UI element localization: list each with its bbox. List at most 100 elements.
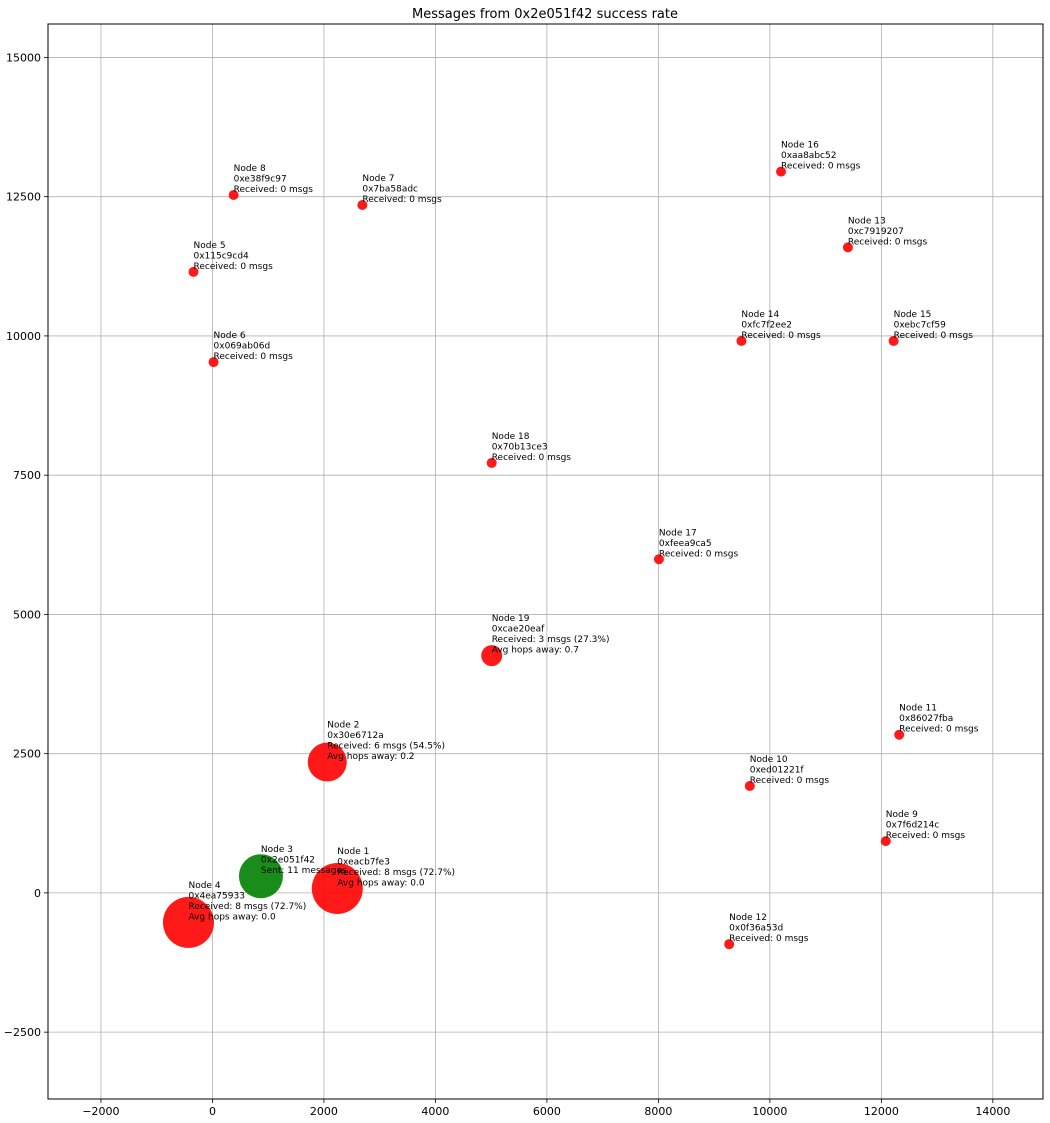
node-15-marker (888, 335, 899, 346)
node-9-label-line: Node 9 (886, 810, 918, 820)
node-9-label-line: Received: 0 msgs (886, 831, 966, 841)
node-4-label-line: Received: 8 msgs (72.7%) (188, 902, 306, 912)
x-tick-label: 4000 (421, 1105, 449, 1118)
node-17-label-line: Received: 0 msgs (659, 549, 739, 559)
y-tick-label: 5000 (13, 608, 41, 621)
node-9-label-line: 0x7f6d214c (886, 821, 940, 831)
node-19-label-line: Received: 3 msgs (27.3%) (492, 635, 610, 645)
node-6-marker (208, 357, 219, 368)
node-1-label-line: 0xeacb7fe3 (337, 857, 390, 867)
node-19-marker (481, 645, 503, 667)
node-2-label-line: Avg hops away: 0.2 (327, 752, 414, 762)
node-16-label-line: 0xaa8abc52 (781, 151, 836, 161)
node-8-label-line: 0xe38f9c97 (234, 174, 287, 184)
node-5-marker (188, 266, 199, 277)
node-3-label-line: Sent: 11 messages (261, 866, 347, 876)
node-13-label-line: 0xc7919207 (848, 227, 904, 237)
y-tick-label: 10000 (6, 330, 41, 343)
node-4-marker (162, 896, 214, 948)
node-15-label-line: 0xebc7cf59 (894, 320, 947, 330)
node-10-marker (744, 780, 755, 791)
node-19-label-line: Avg hops away: 0.7 (492, 646, 579, 656)
node-4-label-line: Avg hops away: 0.0 (188, 912, 276, 922)
node-6-label-line: 0x069ab06d (214, 342, 271, 352)
x-tick-label: −2000 (82, 1105, 119, 1118)
node-7-marker (357, 200, 368, 211)
node-1-label-line: Received: 8 msgs (72.7%) (337, 868, 455, 878)
node-14-marker (736, 335, 747, 346)
x-tick-label: 12000 (864, 1105, 899, 1118)
node-11-label-line: Node 11 (899, 704, 937, 714)
node-14-label-line: 0xfc7f2ee2 (741, 320, 792, 330)
node-19-label-line: 0xcae20eaf (492, 625, 545, 635)
node-10-label-line: Received: 0 msgs (750, 776, 830, 786)
y-tick-label: −2500 (4, 1026, 41, 1039)
node-3-label-line: Node 3 (261, 845, 293, 855)
node-7-label-line: 0x7ba58adc (362, 185, 418, 195)
node-10-label-line: 0xed01221f (750, 765, 805, 775)
x-tick-label: 6000 (533, 1105, 561, 1118)
axis-ticks: −2000 0 2000 4000 6000 8000 10000 12000 14000 −25… (4, 51, 1011, 1118)
node-2-label-line: Received: 6 msgs (54.5%) (327, 742, 445, 752)
node-9-marker (880, 836, 891, 847)
x-tick-label: 8000 (644, 1105, 672, 1118)
node-13-label-line: Node 13 (848, 216, 886, 226)
node-7-label-line: Node 7 (362, 174, 394, 184)
node-17-label-line: 0xfeea9ca5 (659, 539, 712, 549)
node-2-label-line: Node 2 (327, 721, 359, 731)
plot-frame (47, 23, 1044, 1100)
y-tick-label: 0 (34, 887, 41, 900)
x-tick-label: 0 (209, 1105, 216, 1118)
node-3-label-line: 0x2e051f42 (261, 856, 315, 866)
node-5-label-line: Node 5 (193, 241, 225, 251)
node-8-marker (228, 189, 239, 200)
node-17-marker (653, 554, 664, 565)
node-14-label-line: Received: 0 msgs (741, 331, 821, 341)
node-11-label-line: 0x86027fba (899, 714, 953, 724)
node-17-label-line: Node 17 (659, 528, 697, 538)
node-15-label-line: Node 15 (894, 310, 932, 320)
node-18-marker (486, 457, 497, 468)
node-16-marker (776, 166, 787, 177)
node-18-label-line: Node 18 (492, 432, 530, 442)
y-tick-label: 2500 (13, 748, 41, 761)
y-tick-label: 15000 (6, 51, 41, 64)
node-8-label-line: Received: 0 msgs (234, 185, 314, 195)
y-tick-label: 12500 (6, 191, 41, 204)
node-2-label-line: 0x30e6712a (327, 731, 383, 741)
x-tick-label: 14000 (975, 1105, 1010, 1118)
node-3-marker (238, 854, 283, 899)
node-14-label-line: Node 14 (741, 310, 779, 320)
node-5-label-line: 0x115c9cd4 (193, 251, 249, 261)
node-12-label-line: Received: 0 msgs (729, 934, 809, 944)
node-1-label-line: Avg hops away: 0.0 (337, 878, 425, 888)
node-16-label-line: Received: 0 msgs (781, 162, 861, 172)
node-18-label-line: 0x70b13ce3 (492, 442, 548, 452)
node-1-label-line: Node 1 (337, 847, 369, 857)
data-points (162, 166, 905, 950)
node-13-marker (842, 242, 853, 253)
node-4-label-line: Node 4 (188, 881, 220, 891)
node-19-label-line: Node 19 (492, 614, 530, 624)
node-16-label-line: Node 16 (781, 141, 819, 151)
x-tick-label: 2000 (310, 1105, 338, 1118)
node-18-label-line: Received: 0 msgs (492, 453, 572, 463)
node-2-marker (307, 742, 347, 782)
node-11-marker (894, 729, 905, 740)
x-tick-label: 10000 (752, 1105, 787, 1118)
chart-title: Messages from 0x2e051f42 success rate (412, 7, 678, 22)
node-6-label-line: Received: 0 msgs (214, 352, 294, 362)
node-12-marker (724, 939, 735, 950)
y-tick-label: 7500 (13, 469, 41, 482)
node-5-label-line: Received: 0 msgs (193, 262, 273, 272)
node-12-label-line: Node 12 (729, 913, 767, 923)
node-12-label-line: 0x0f36a53d (729, 924, 783, 934)
node-6-label-line: Node 6 (214, 331, 246, 341)
node-15-label-line: Received: 0 msgs (894, 331, 974, 341)
node-10-label-line: Node 10 (750, 755, 788, 765)
node-11-label-line: Received: 0 msgs (899, 725, 979, 735)
node-8-label-line: Node 8 (234, 164, 266, 174)
node-1-marker (311, 862, 363, 914)
